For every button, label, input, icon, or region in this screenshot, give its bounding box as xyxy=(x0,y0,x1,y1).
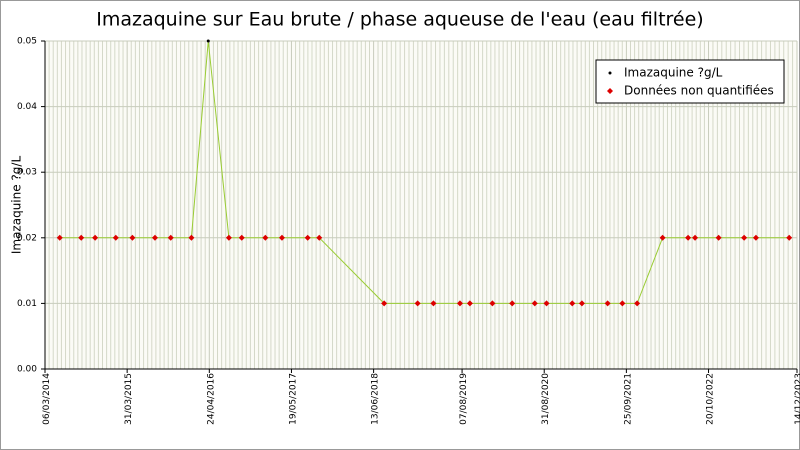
x-tick-label: 14/12/2023 xyxy=(794,373,800,425)
point xyxy=(531,300,538,307)
point xyxy=(685,234,692,241)
point xyxy=(489,300,496,307)
point xyxy=(466,300,473,307)
x-tick-label: 07/08/2019 xyxy=(459,373,469,425)
x-tick-label: 20/10/2022 xyxy=(706,373,716,425)
point xyxy=(752,234,759,241)
point xyxy=(619,300,626,307)
point xyxy=(151,234,158,241)
point xyxy=(414,300,421,307)
plot xyxy=(56,39,793,307)
legend-marker xyxy=(607,88,613,94)
y-tick-label: 0.05 xyxy=(17,37,37,47)
point xyxy=(238,234,245,241)
y-axis-label: Imazaquine ?g/L xyxy=(10,156,24,255)
point xyxy=(167,234,174,241)
point xyxy=(381,300,388,307)
legend-label: Données non quantifiées xyxy=(624,84,774,98)
x-tick-label: 31/03/2015 xyxy=(124,373,134,425)
point xyxy=(604,300,611,307)
point xyxy=(56,234,63,241)
x-tick-label: 25/09/2021 xyxy=(623,373,633,425)
point xyxy=(225,234,232,241)
point xyxy=(715,234,722,241)
point xyxy=(206,39,210,43)
y-tick-label: 0.02 xyxy=(17,233,37,243)
point xyxy=(112,234,119,241)
legend-marker xyxy=(608,71,612,75)
point xyxy=(543,300,550,307)
legend: Imazaquine ?g/L Données non quantifiées xyxy=(595,59,785,104)
point xyxy=(188,234,195,241)
x-tick-label: 06/03/2014 xyxy=(42,373,52,425)
legend-label: Imazaquine ?g/L xyxy=(624,66,723,80)
point xyxy=(316,234,323,241)
point xyxy=(78,234,85,241)
point xyxy=(509,300,516,307)
point xyxy=(786,234,793,241)
y-tick-label: 0.04 xyxy=(17,102,37,112)
point xyxy=(578,300,585,307)
grid: 06/03/2014 31/03/2015 24/04/2016 19/05/2017… xyxy=(17,37,800,425)
point xyxy=(92,234,99,241)
point xyxy=(456,300,463,307)
x-tick-label: 13/06/2018 xyxy=(371,373,381,425)
point xyxy=(741,234,748,241)
y-tick-label: 0.03 xyxy=(17,168,37,178)
x-tick-label: 19/05/2017 xyxy=(288,373,298,425)
point xyxy=(304,234,311,241)
point xyxy=(262,234,269,241)
legend-box xyxy=(595,59,785,104)
y-tick-label: 0.01 xyxy=(17,299,37,309)
x-tick-label: 31/08/2020 xyxy=(541,373,551,425)
x-tick-label: 24/04/2016 xyxy=(206,373,216,425)
point xyxy=(659,234,666,241)
point xyxy=(569,300,576,307)
point xyxy=(129,234,136,241)
y-tick-label: 0.00 xyxy=(17,365,37,375)
point xyxy=(278,234,285,241)
point xyxy=(634,300,641,307)
point xyxy=(430,300,437,307)
point xyxy=(692,234,699,241)
chart-title: Imazaquine sur Eau brute / phase aqueuse… xyxy=(96,9,703,31)
